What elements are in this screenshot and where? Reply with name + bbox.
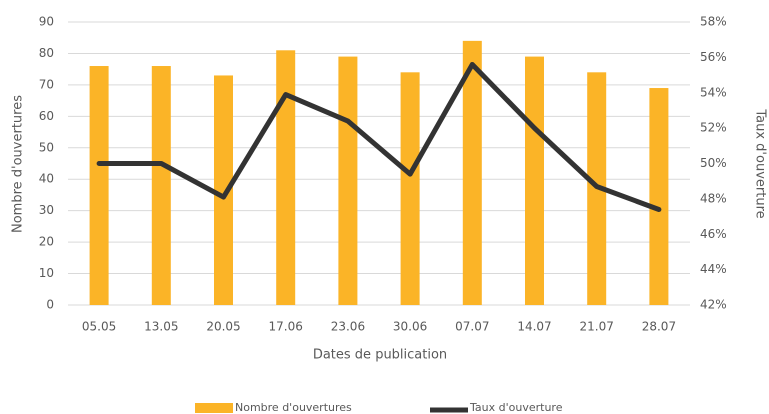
line (96, 61, 662, 212)
x-tick-label: 13.05 (144, 320, 178, 334)
y2-tick-label: 56% (700, 50, 727, 64)
y-tick-label: 80 (39, 46, 54, 60)
bar (649, 88, 669, 306)
x-tick-label: 23.06 (331, 320, 365, 334)
y-tick-label: 0 (46, 298, 54, 312)
y-tick-label: 30 (39, 203, 54, 217)
bar (400, 72, 420, 305)
y-tick-label: 60 (39, 109, 54, 123)
y2-tick-label: 42% (700, 298, 727, 312)
legend-label: Nombre d'ouvertures (235, 401, 352, 414)
bar (89, 66, 109, 306)
x-tick-label: 14.07 (517, 320, 551, 334)
bar (151, 66, 171, 306)
x-tick-label: 21.07 (580, 320, 614, 334)
bar (462, 40, 482, 305)
y2-tick-label: 50% (700, 156, 727, 170)
bar (276, 50, 296, 305)
y-tick-label: 40 (39, 172, 54, 186)
bar (338, 56, 358, 305)
x-tick-label: 30.06 (393, 320, 427, 334)
y-tick-label: 90 (39, 15, 54, 29)
x-tick-label: 17.06 (269, 320, 303, 334)
legend-swatch (195, 403, 233, 413)
y2-tick-label: 54% (700, 85, 727, 99)
x-tick-label: 07.07 (455, 320, 489, 334)
y2-tick-label: 52% (700, 121, 727, 135)
y-tick-label: 50 (39, 140, 54, 154)
bar (525, 56, 544, 305)
y-tick-label: 70 (39, 77, 54, 91)
x-tick-label: 28.07 (642, 320, 676, 334)
y2-tick-label: 44% (700, 262, 727, 276)
x-axis-title: Dates de publication (313, 348, 447, 363)
x-tick-label: 20.05 (206, 320, 240, 334)
y-tick-label: 10 (39, 266, 54, 280)
legend-label: Taux d'ouverture (469, 401, 563, 414)
y-axis-title: Nombre d'ouvertures (11, 95, 26, 233)
y2-axis-title: Taux d'ouverture (753, 108, 768, 218)
y2-tick-label: 58% (700, 15, 727, 29)
y2-tick-label: 48% (700, 191, 727, 205)
bar (214, 75, 233, 305)
y-tick-label: 20 (39, 235, 54, 249)
x-tick-label: 05.05 (82, 320, 116, 334)
y2-tick-label: 46% (700, 227, 727, 241)
